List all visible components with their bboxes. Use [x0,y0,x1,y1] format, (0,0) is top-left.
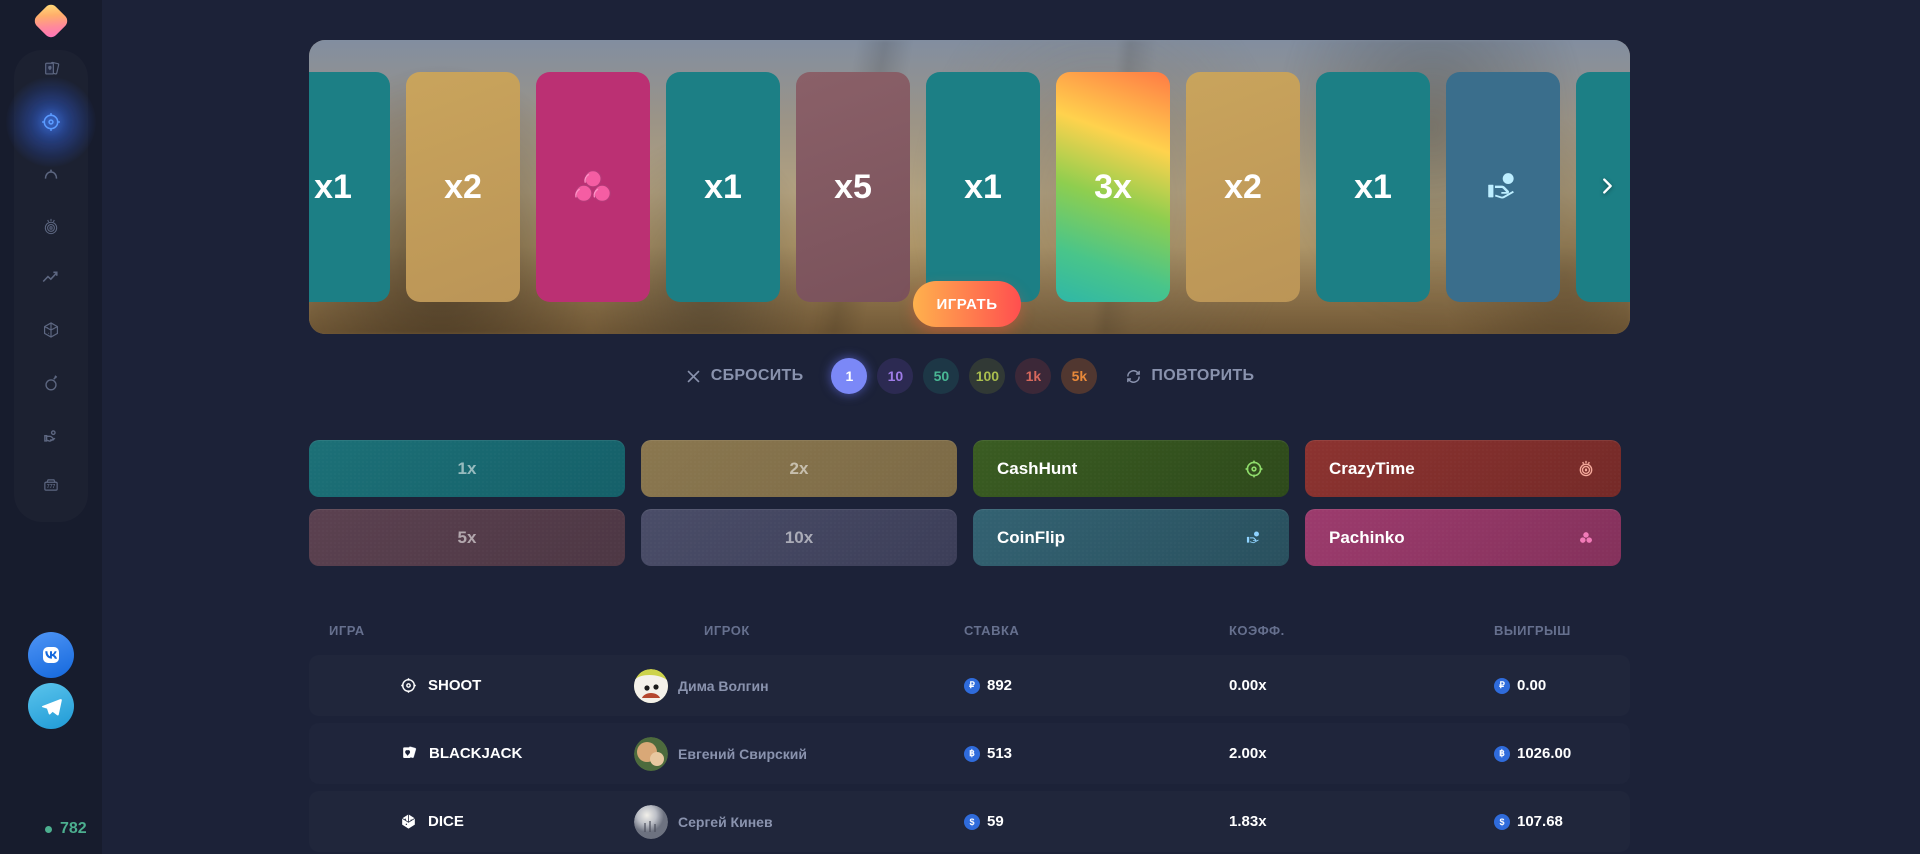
svg-text:777: 777 [47,484,56,490]
